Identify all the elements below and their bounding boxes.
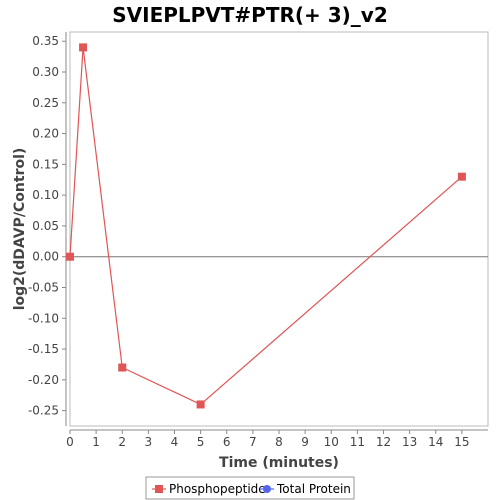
x-tick-label: 7 bbox=[249, 435, 257, 449]
y-tick-label: 0.00 bbox=[32, 250, 59, 264]
y-tick-label: -0.10 bbox=[28, 311, 59, 325]
x-axis-ticks: 0 1 2 3 4 5 6 7 8 9 10 11 12 13 14 15 bbox=[66, 430, 470, 449]
x-tick-label: 10 bbox=[324, 435, 339, 449]
x-tick-label: 5 bbox=[197, 435, 205, 449]
x-axis-label: Time (minutes) bbox=[219, 455, 339, 471]
x-tick-label: 6 bbox=[223, 435, 231, 449]
y-axis-ticks: -0.25 -0.20 -0.15 -0.10 -0.05 0.00 0.05 0.10 0.1… bbox=[28, 34, 66, 418]
legend-label: Total Protein bbox=[276, 482, 351, 496]
legend-marker bbox=[155, 485, 163, 493]
x-tick-label: 13 bbox=[402, 435, 417, 449]
y-tick-label: 0.25 bbox=[32, 96, 59, 110]
x-tick-label: 11 bbox=[350, 435, 365, 449]
y-tick-label: -0.20 bbox=[28, 373, 59, 387]
x-tick-label: 15 bbox=[454, 435, 469, 449]
y-tick-label: 0.30 bbox=[32, 65, 59, 79]
y-tick-label: -0.05 bbox=[28, 280, 59, 294]
data-point bbox=[66, 252, 74, 261]
y-tick-label: -0.25 bbox=[28, 404, 59, 418]
y-tick-label: 0.20 bbox=[32, 127, 59, 141]
data-point bbox=[457, 172, 466, 181]
y-tick-label: 0.10 bbox=[32, 188, 59, 202]
x-tick-label: 1 bbox=[92, 435, 100, 449]
data-point bbox=[118, 363, 127, 372]
y-tick-label: 0.15 bbox=[32, 157, 59, 171]
x-tick-label: 8 bbox=[275, 435, 283, 449]
y-tick-label: -0.15 bbox=[28, 342, 59, 356]
plot-area bbox=[69, 31, 489, 427]
data-point bbox=[79, 43, 88, 52]
legend-marker bbox=[263, 485, 271, 493]
y-tick-label: 0.35 bbox=[32, 34, 59, 48]
chart-title: SVIEPLPVT#PTR(+ 3)_v2 bbox=[112, 3, 388, 27]
x-tick-label: 2 bbox=[118, 435, 126, 449]
x-tick-label: 4 bbox=[171, 435, 179, 449]
x-tick-label: 3 bbox=[145, 435, 153, 449]
legend-box bbox=[145, 476, 355, 500]
x-tick-label: 9 bbox=[301, 435, 309, 449]
x-tick-label: 0 bbox=[66, 435, 74, 449]
legend: Phosphopeptide Total Protein bbox=[145, 476, 355, 500]
y-axis-label: log2(dDAVP/Control) bbox=[12, 148, 28, 311]
series-layer bbox=[66, 43, 466, 409]
y-tick-label: 0.05 bbox=[32, 219, 59, 233]
legend-label: Phosphopeptide bbox=[169, 482, 266, 496]
data-point bbox=[196, 400, 205, 409]
x-tick-label: 14 bbox=[428, 435, 443, 449]
x-tick-label: 12 bbox=[376, 435, 391, 449]
